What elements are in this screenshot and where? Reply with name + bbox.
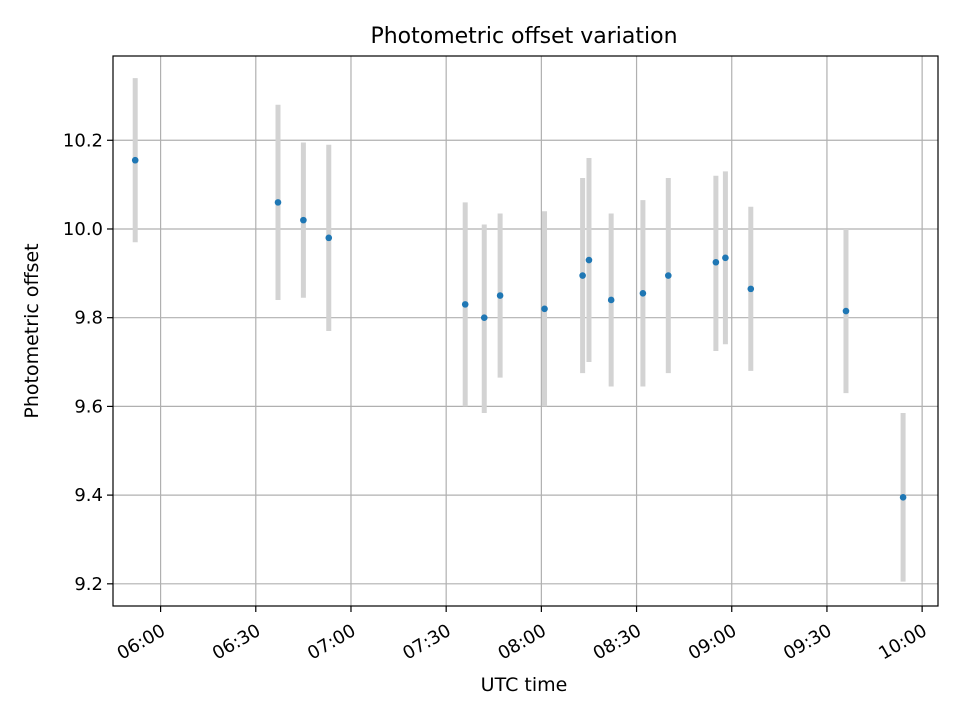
- data-point: [579, 272, 586, 279]
- grid-lines: [113, 56, 938, 606]
- data-point: [461, 301, 469, 308]
- data-point: [664, 272, 672, 279]
- y-tick-label: 9.6: [74, 396, 103, 417]
- y-tick-label: 10.0: [63, 219, 103, 240]
- y-axis-ticks: 9.2 9.4 9.6 9.8 10.0 10.2: [63, 130, 113, 595]
- y-tick-label: 9.4: [74, 485, 103, 506]
- data-point: [325, 234, 333, 242]
- data-point: [747, 285, 755, 293]
- data-point: [274, 199, 282, 206]
- chart-title: Photometric offset variation: [370, 24, 677, 49]
- data-point: [842, 307, 850, 315]
- data-point: [480, 314, 488, 321]
- data-point: [300, 216, 307, 224]
- data-point: [541, 305, 548, 313]
- y-tick-label: 10.2: [63, 130, 103, 151]
- plot-area-frame: [112, 55, 939, 607]
- x-axis-label: UTC time: [481, 674, 568, 696]
- data-point: [496, 292, 504, 299]
- data-point: [722, 254, 729, 262]
- data-point: [607, 296, 615, 304]
- data-point: [585, 256, 593, 264]
- data-points: [131, 156, 907, 501]
- data-point: [712, 258, 720, 266]
- y-tick-label: 9.2: [74, 574, 103, 595]
- y-tick-label: 9.8: [74, 308, 103, 329]
- data-point: [131, 156, 139, 164]
- y-axis-label: Photometric offset: [21, 243, 43, 418]
- data-point: [639, 289, 647, 297]
- data-point: [899, 494, 907, 501]
